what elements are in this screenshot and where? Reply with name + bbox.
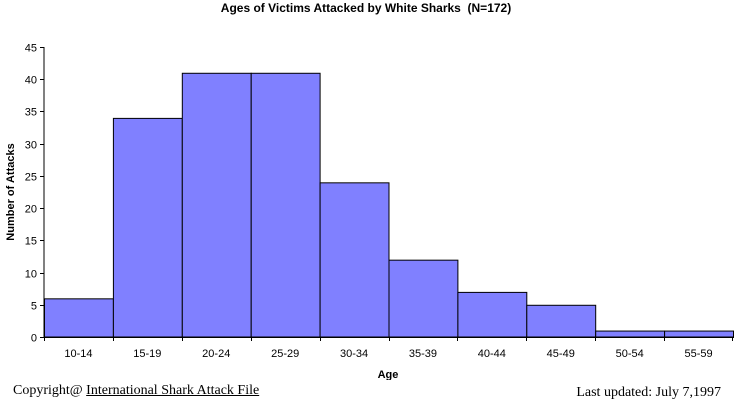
bar-45-49	[526, 304, 597, 338]
y-tick-label: 45	[25, 43, 37, 55]
chart: Ages of Victims Attacked by White Sharks…	[5, 1, 734, 380]
x-axis-ticks: 10-14 15-19 20-24 25-29 30-34 35-39 40-44 45-49…	[44, 337, 733, 360]
bar-30-34	[319, 182, 390, 338]
x-tick-label: 55-59	[684, 348, 712, 360]
y-tick-label: 25	[25, 172, 37, 184]
x-axis-label: Age	[378, 369, 399, 380]
y-tick-label: 15	[25, 236, 37, 248]
y-axis-label: Number of Attacks	[5, 143, 17, 240]
copyright-prefix: Copyright@	[13, 383, 87, 398]
chart-title: Ages of Victims Attacked by White Sharks…	[221, 1, 511, 15]
bar-40-44	[457, 291, 528, 338]
x-tick-label: 30-34	[340, 348, 368, 360]
x-tick-label: 40-44	[478, 348, 506, 360]
y-tick-label: 10	[25, 269, 37, 281]
copyright-footer: Copyright@ International Shark Attack Fi…	[13, 383, 259, 399]
bar-35-39	[388, 259, 459, 338]
x-tick-label: 15-19	[133, 348, 161, 360]
x-tick-label: 10-14	[64, 348, 92, 360]
y-tick-label: 35	[25, 107, 37, 119]
y-tick-label: 40	[25, 75, 37, 87]
y-tick-label: 5	[31, 301, 37, 313]
x-tick-label: 50-54	[616, 348, 644, 360]
y-tick-label: 0	[31, 333, 37, 345]
shark-attack-file-link[interactable]: International Shark Attack File	[86, 383, 260, 398]
y-tick-label: 30	[25, 140, 37, 152]
y-axis-ticks: 0 5 10 15 20 25 30 35 40 45	[25, 43, 44, 345]
bar-25-29	[250, 72, 321, 339]
last-updated: Last updated: July 7,1997	[576, 385, 721, 400]
y-tick-label: 20	[25, 204, 37, 216]
bar-20-24	[181, 72, 252, 339]
bars	[44, 72, 734, 339]
x-tick-label: 45-49	[547, 348, 575, 360]
bar-10-14	[44, 298, 114, 339]
x-tick-label: 20-24	[202, 348, 230, 360]
x-tick-label: 35-39	[409, 348, 437, 360]
bar-15-19	[112, 117, 183, 338]
x-tick-label: 25-29	[271, 348, 299, 360]
